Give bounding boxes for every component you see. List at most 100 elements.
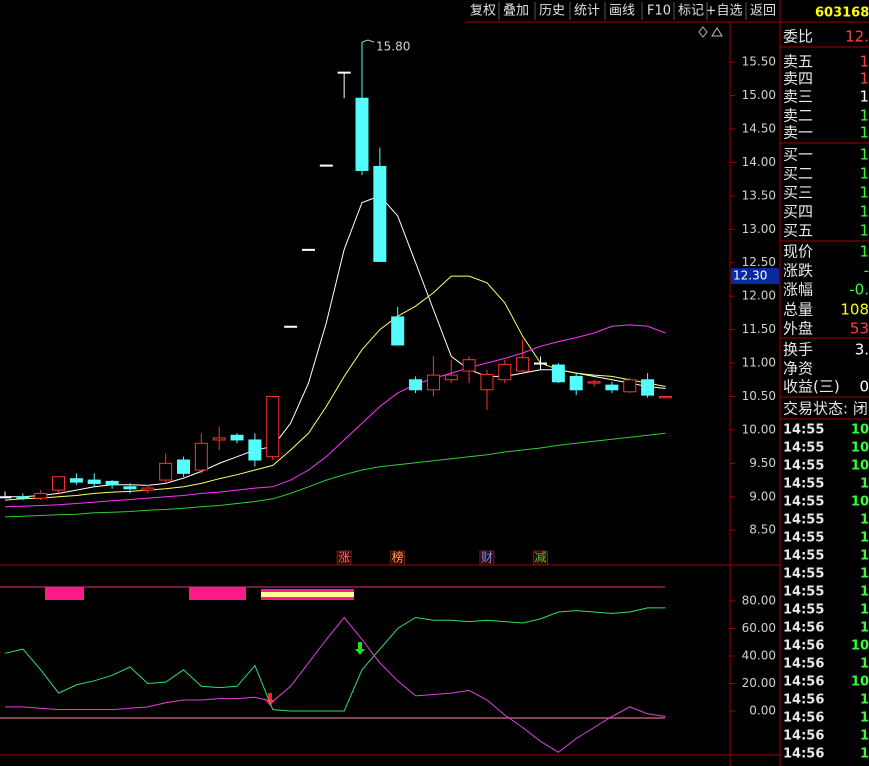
trade-time: 14:56 <box>783 675 824 690</box>
candle-body <box>301 248 315 251</box>
trade-time: 14:56 <box>783 711 824 726</box>
event-box <box>390 550 406 566</box>
toolbar-button[interactable]: 标记 <box>678 4 704 19</box>
candle-body <box>212 437 226 441</box>
candle-body <box>373 165 387 262</box>
event-label: 财 <box>481 551 493 565</box>
buy-arrow <box>265 693 275 706</box>
candle-body <box>623 379 637 393</box>
trade-volume: 1 <box>860 657 869 672</box>
event-box <box>336 550 352 566</box>
candle-body <box>355 97 369 171</box>
trade-volume: 1 <box>860 711 869 726</box>
price-marker-label: 12.30 <box>733 269 767 283</box>
toolbar-button[interactable]: 复权 <box>470 3 496 19</box>
candle-body <box>534 362 547 365</box>
quote-value: 1 <box>859 243 869 261</box>
event-label: 涨 <box>338 550 350 565</box>
trade-time: 14:56 <box>783 693 824 708</box>
toolbar-button[interactable]: F10 <box>647 4 671 19</box>
toolbar-button[interactable]: 统计 <box>574 4 600 19</box>
trade-volume: 1 <box>860 477 869 492</box>
toolbar-button[interactable]: 画线 <box>609 4 635 19</box>
candle-body <box>569 375 583 391</box>
trade-volume: 1 <box>860 747 869 762</box>
candle-body <box>0 496 12 499</box>
indicator-line <box>4 607 666 712</box>
trade-time: 14:56 <box>783 657 824 672</box>
moving-average <box>4 324 666 508</box>
quote-value: 1 <box>859 124 869 142</box>
stock-code: 603168 <box>815 6 869 21</box>
toolbar-button[interactable]: 历史 <box>539 4 565 19</box>
quote-label: 买五 <box>783 222 813 240</box>
trade-status: 交易状态: 闭 <box>783 400 868 418</box>
quote-value: 3. <box>855 341 869 359</box>
quote-label: 总量 <box>783 301 813 319</box>
trade-volume: 1 <box>860 621 869 636</box>
trade-time: 14:56 <box>783 747 824 762</box>
quote-value: 108 <box>840 301 869 319</box>
candle-body <box>141 487 155 491</box>
quote-value: 1 <box>859 88 869 106</box>
y-tick-label: 12.50 <box>742 255 776 269</box>
trade-volume: 10 <box>851 441 869 456</box>
trade-time: 14:55 <box>783 459 824 474</box>
trade-volume: 10 <box>851 495 869 510</box>
quote-label: 卖二 <box>783 107 813 125</box>
high-pointer <box>361 39 375 43</box>
candle-body <box>52 476 66 491</box>
candle-body <box>177 459 190 474</box>
y-tick-label: 80.00 <box>742 594 776 608</box>
quote-label: 换手 <box>783 341 813 359</box>
y-tick-label: 9.00 <box>749 489 776 503</box>
candle-body <box>426 374 440 391</box>
quote-value: 1 <box>859 53 869 71</box>
quote-value: 1 <box>859 70 869 88</box>
candle-body <box>230 434 244 441</box>
y-tick-label: 15.50 <box>742 55 776 69</box>
toolbar-button[interactable]: 叠加 <box>503 4 529 19</box>
toolbar-button[interactable]: 返回 <box>750 4 776 19</box>
candle-body <box>87 479 101 484</box>
icon[interactable] <box>711 27 723 37</box>
event-box <box>533 550 548 566</box>
candle-body <box>284 325 298 328</box>
trade-time: 14:55 <box>783 423 824 438</box>
trade-volume: 1 <box>860 603 869 618</box>
y-tick-label: 60.00 <box>742 621 776 635</box>
y-tick-label: 14.50 <box>742 121 776 135</box>
toolbar-button[interactable]: +自选 <box>706 4 743 19</box>
candle-body <box>444 374 458 381</box>
trade-time: 14:55 <box>783 441 824 456</box>
quote-value: 1 <box>859 222 869 240</box>
y-tick-label: 0.00 <box>749 704 776 718</box>
trade-time: 14:55 <box>783 567 824 582</box>
signal-bar <box>45 587 84 600</box>
icon[interactable] <box>698 26 708 38</box>
trade-time: 14:55 <box>783 513 824 528</box>
y-tick-label: 11.00 <box>742 356 776 370</box>
trade-time: 14:55 <box>783 477 824 492</box>
event-label: 榜 <box>392 550 404 565</box>
trade-time: 14:56 <box>783 639 824 654</box>
trade-volume: 1 <box>860 549 869 564</box>
indicator-line <box>5 616 666 753</box>
candle-body <box>266 395 280 458</box>
candle-body <box>516 357 530 372</box>
candle-body <box>462 359 476 372</box>
y-tick-label: 10.00 <box>742 422 776 436</box>
quote-label: 现价 <box>783 243 813 261</box>
quote-value: 1 <box>859 107 869 125</box>
y-tick-label: 11.50 <box>742 322 776 336</box>
candle-body <box>248 439 262 461</box>
trade-time: 14:56 <box>783 729 824 744</box>
event-label: 减 <box>534 551 546 565</box>
candle-body <box>69 478 83 483</box>
y-tick-label: 10.50 <box>742 389 776 403</box>
signal-bar <box>189 587 246 600</box>
high-label: 15.80 <box>376 40 410 54</box>
candle-body <box>123 486 137 490</box>
